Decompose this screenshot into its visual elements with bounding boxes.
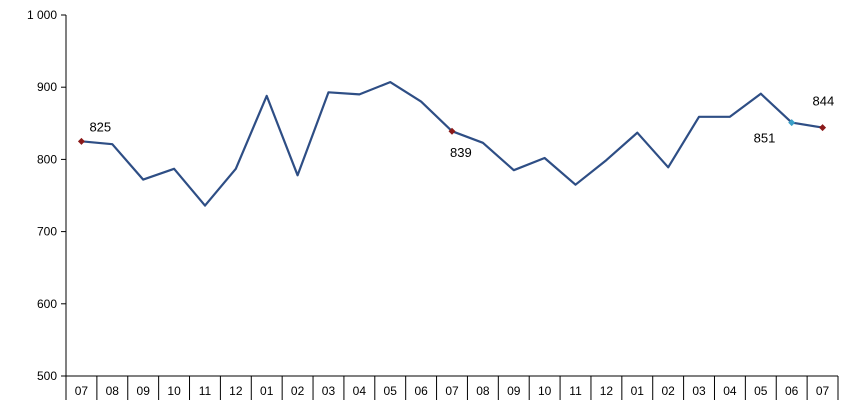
x-tick-label: 04 [353, 384, 367, 398]
x-tick-label: 06 [785, 384, 799, 398]
x-tick-label: 02 [661, 384, 675, 398]
x-tick-label: 08 [476, 384, 490, 398]
x-tick-label: 11 [569, 384, 582, 398]
data-labels: 825 839 851 844 [77, 94, 835, 160]
x-tick-label: 06 [414, 384, 428, 398]
data-label: 825 [89, 119, 111, 134]
x-tick-label: 09 [137, 384, 151, 398]
x-tick-label: 07 [445, 384, 459, 398]
x-tick-label: 10 [538, 384, 552, 398]
series-layer [80, 80, 824, 207]
data-point [327, 91, 330, 94]
y-axis-ticks: 500 600 700 800 900 1 000 [27, 8, 66, 383]
x-tick-label: 01 [260, 384, 274, 398]
data-point [358, 93, 361, 96]
x-tick-label: 01 [631, 384, 645, 398]
data-point [265, 95, 268, 97]
data-point [543, 157, 546, 159]
x-tick-label: 03 [322, 384, 336, 398]
highlight-marker [448, 127, 456, 135]
x-tick-label: 12 [600, 384, 614, 398]
highlight-marker [77, 137, 85, 145]
data-point [512, 169, 515, 172]
x-axis-ticks: 07 08 09 10 11 12 01 02 03 04 05 06 07 08 09 10 11 12 01 02… [65, 376, 839, 400]
y-tick-label: 1 000 [27, 8, 57, 22]
axes [65, 15, 838, 400]
data-point [420, 100, 422, 103]
series-line [81, 80, 823, 207]
data-point [605, 159, 608, 161]
y-tick-label: 800 [37, 152, 57, 166]
y-tick-label: 700 [37, 225, 57, 239]
x-tick-label: 12 [229, 384, 243, 398]
x-tick-label: 05 [384, 384, 398, 398]
highlight-marker [819, 124, 827, 132]
x-tick-label: 11 [199, 384, 212, 398]
highlight-marker [788, 119, 796, 127]
x-tick-label: 09 [507, 384, 521, 398]
data-label: 851 [754, 131, 776, 146]
x-tick-label: 10 [167, 384, 181, 398]
data-point [574, 183, 577, 186]
y-tick-label: 600 [37, 297, 57, 311]
x-tick-label: 03 [692, 384, 706, 398]
x-tick-label: 02 [291, 384, 305, 398]
data-point [142, 178, 144, 181]
x-tick-label: 04 [723, 384, 737, 398]
data-point [482, 141, 484, 144]
data-point [729, 116, 731, 118]
x-tick-label: 05 [754, 384, 768, 398]
y-tick-label: 500 [37, 369, 57, 383]
data-point [235, 167, 237, 170]
x-tick-label: 07 [75, 384, 89, 398]
x-tick-label: 08 [106, 384, 120, 398]
data-point [698, 116, 700, 118]
x-tick-label: 07 [816, 384, 830, 398]
data-point [204, 204, 206, 207]
data-label: 839 [450, 145, 472, 160]
y-tick-label: 900 [37, 80, 57, 94]
data-point [111, 143, 114, 146]
data-label: 844 [813, 94, 835, 109]
data-point [389, 81, 392, 83]
data-point [296, 174, 299, 177]
data-point [636, 131, 639, 134]
data-point [173, 167, 175, 170]
data-point [760, 92, 762, 95]
data-point [667, 166, 669, 169]
